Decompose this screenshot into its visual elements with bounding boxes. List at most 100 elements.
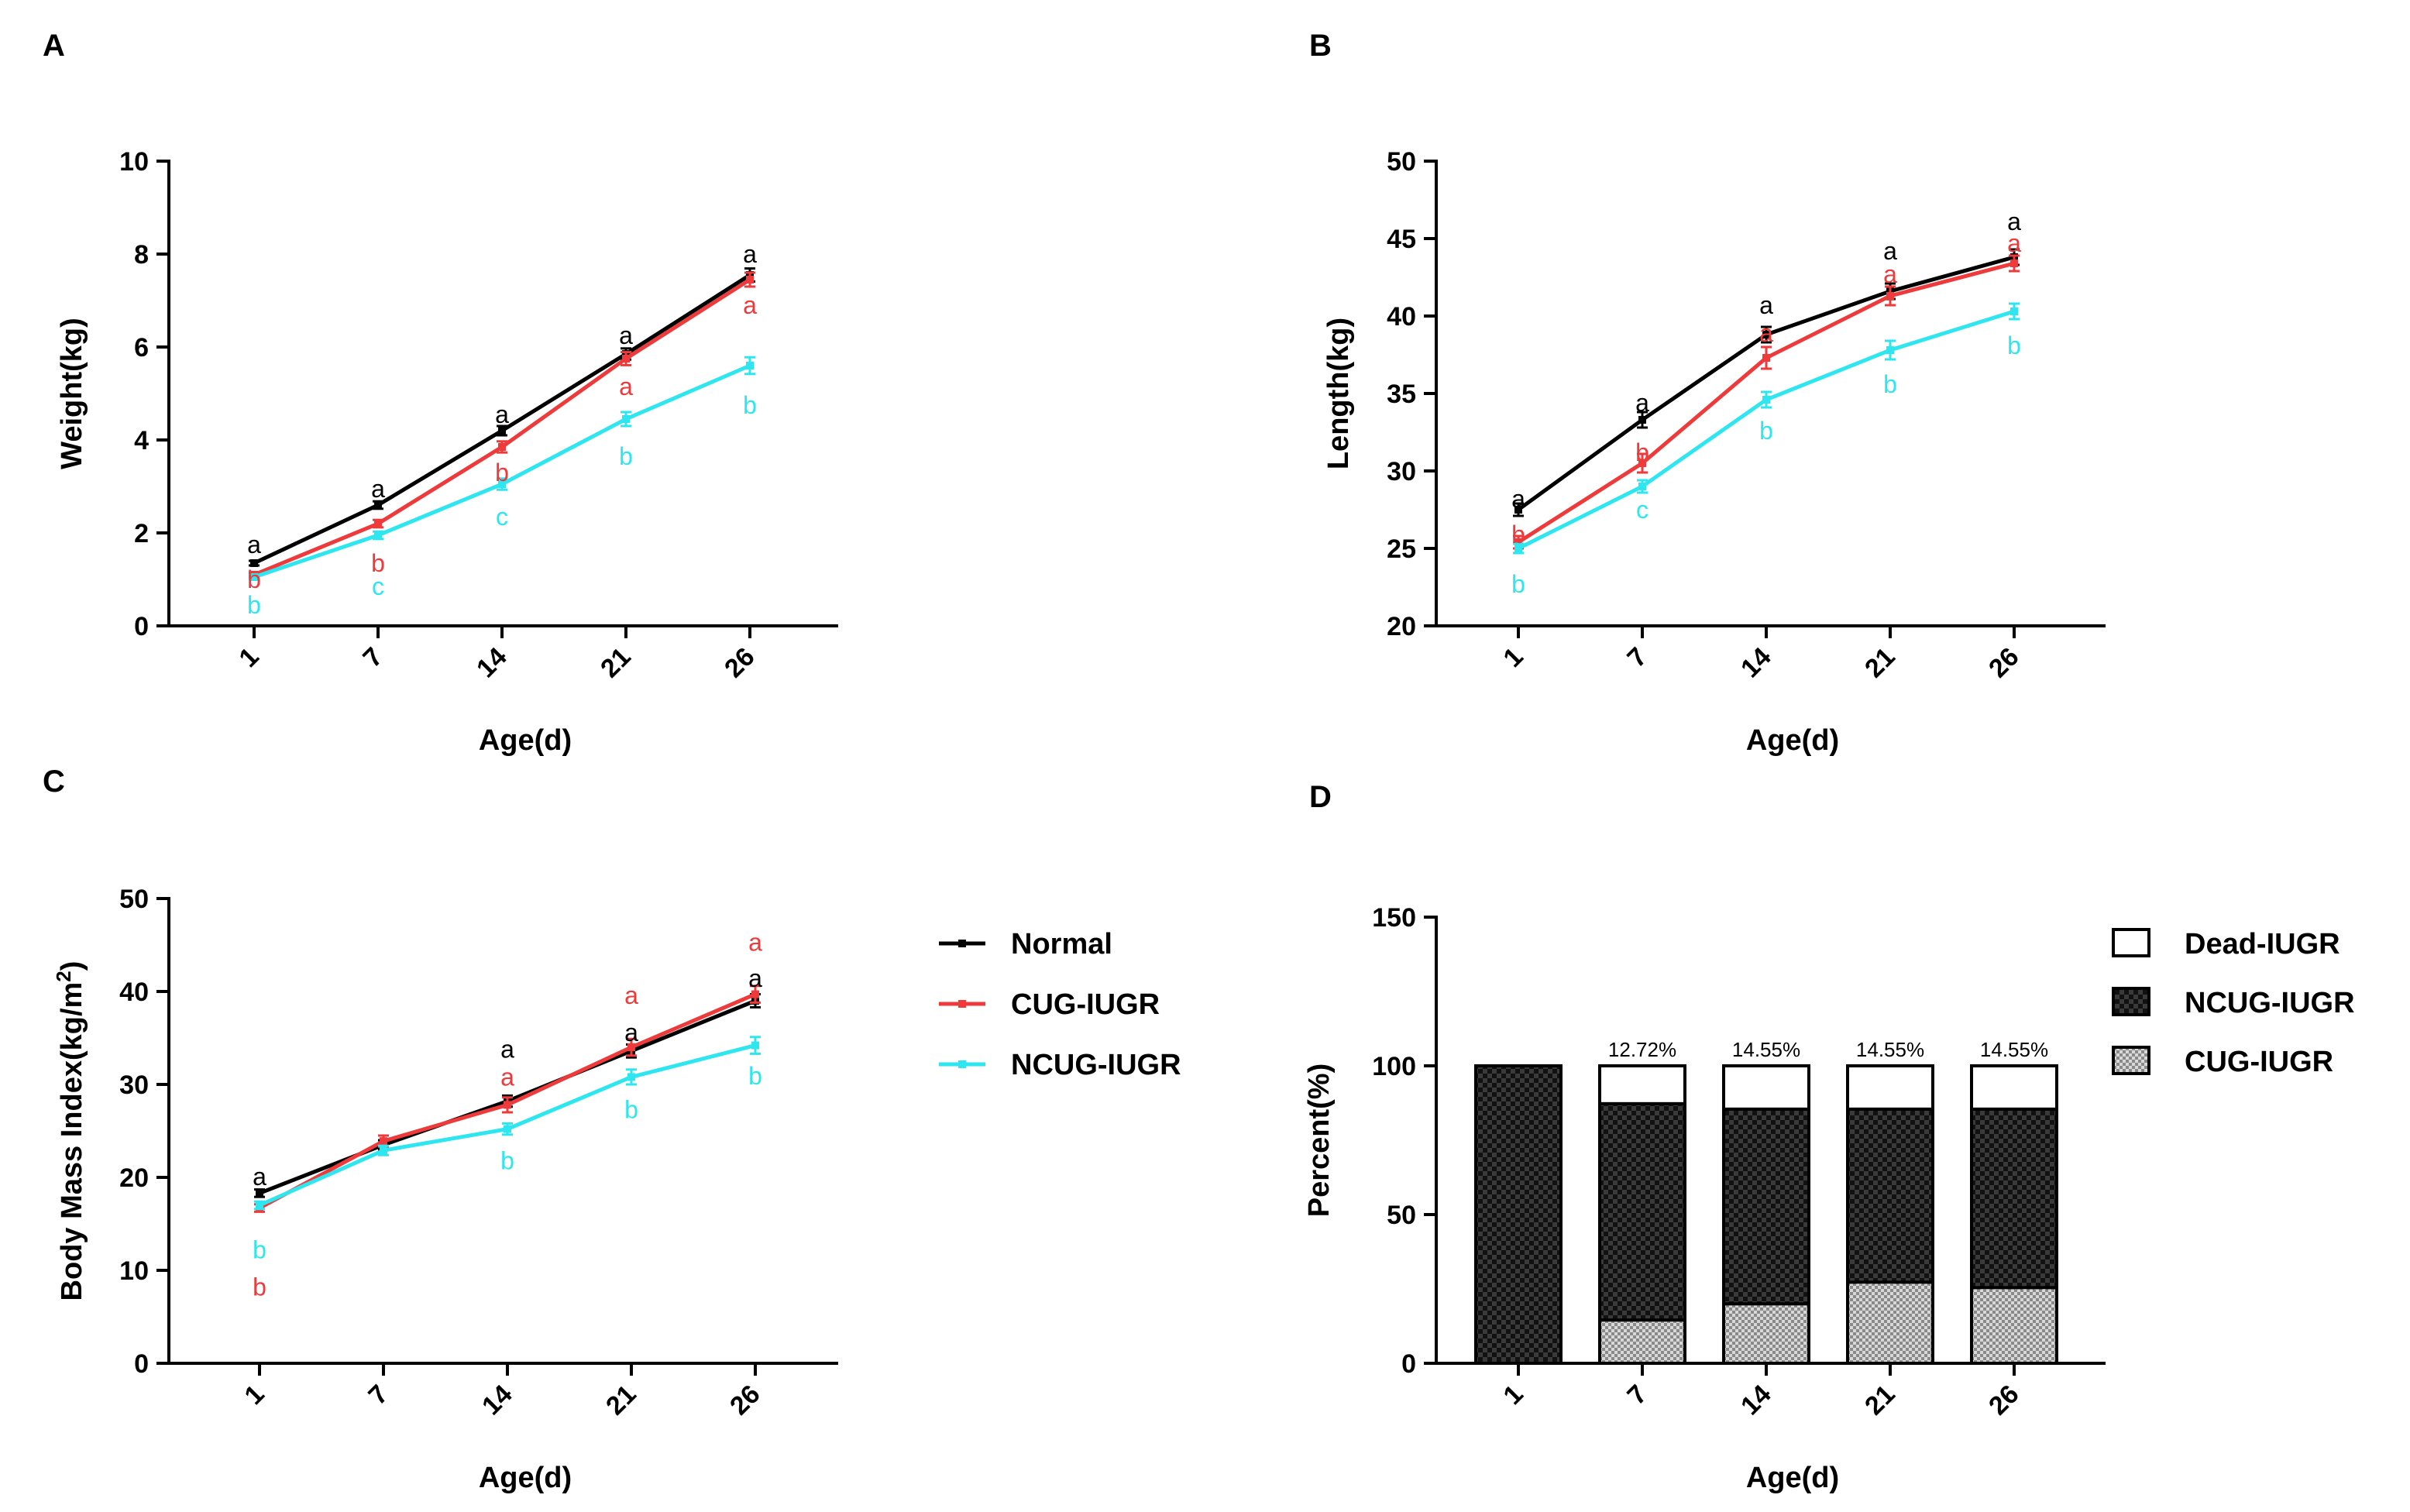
x-tick-label: 7 (357, 642, 388, 673)
data-point-ncug-iugr (504, 1125, 511, 1133)
x-tick-label: 21 (1859, 1380, 1901, 1421)
data-point-ncug-iugr (2010, 308, 2018, 315)
bar-segment-dead-iugr (1598, 1064, 1686, 1105)
legend-label-ncug-iugr: NCUG-IUGR (1011, 1049, 1181, 1081)
y-tick-label: 150 (1372, 903, 1416, 933)
data-point-cug-iugr (1514, 538, 1522, 546)
data-point-normal (1638, 416, 1646, 424)
panel-letter-a: A (43, 29, 65, 63)
data-point-normal (1762, 331, 1770, 338)
data-point-normal (1514, 506, 1522, 514)
significance-letter-cug-iugr: a (2007, 229, 2021, 257)
panel-d-percent-chart: 05010015017142126Age(d)Percent(%)14.54%1… (1303, 903, 2106, 1494)
significance-letter-cug-iugr: b (495, 459, 509, 486)
significance-letter-cug-iugr: b (1511, 521, 1525, 548)
significance-letter-ncug-iugr: c (372, 572, 384, 600)
x-tick-label: 14 (1735, 1380, 1777, 1421)
significance-letter-ncug-iugr: b (1883, 370, 1897, 398)
y-tick-label: 30 (1387, 457, 1416, 486)
data-point-cug-iugr (374, 520, 382, 527)
data-point-cug-iugr (2010, 259, 2018, 267)
data-point-cug-iugr (1886, 292, 1894, 300)
significance-letter-normal: a (247, 531, 261, 558)
bar-segment-ncug-iugr (1846, 1107, 1934, 1284)
data-point-ncug-iugr (751, 1041, 759, 1050)
y-tick-label: 4 (134, 426, 149, 455)
data-point-ncug-iugr (746, 362, 754, 369)
significance-letter-cug-iugr: a (619, 373, 633, 400)
significance-letter-normal: a (495, 400, 509, 428)
significance-letter-normal: a (253, 1163, 266, 1191)
legend-lines: Normal CUG-IUGR NCUG-IUGR (939, 928, 1181, 1081)
significance-letter-normal: a (748, 964, 762, 992)
y-tick-label: 50 (119, 885, 149, 914)
significance-letter-ncug-iugr: c (496, 503, 508, 531)
x-tick-label: 14 (471, 642, 513, 684)
data-point-normal (250, 559, 258, 567)
significance-letter-cug-iugr: b (247, 565, 261, 593)
bar-segment-ncug-iugr (1722, 1107, 1810, 1306)
bar-segment-dead-iugr (1722, 1064, 1810, 1111)
legend-label-ncug-iugr: NCUG-IUGR (2185, 987, 2355, 1019)
x-tick-label: 1 (239, 1380, 270, 1411)
x-tick-label: 21 (1859, 642, 1901, 684)
significance-letter-normal: a (1759, 291, 1773, 319)
data-point-ncug-iugr (256, 1201, 263, 1209)
significance-letter-cug-iugr: a (743, 291, 757, 319)
bar-segment-ncug-iugr (1474, 1064, 1563, 1365)
y-tick-label: 8 (134, 240, 149, 270)
significance-letter-ncug-iugr: b (619, 442, 633, 470)
significance-letter-ncug-iugr: b (253, 1236, 266, 1264)
x-tick-label: 14 (1735, 642, 1777, 684)
data-point-ncug-iugr (1514, 545, 1522, 552)
significance-letter-normal: a (1635, 389, 1649, 417)
legend-swatch-cug-iugr (2112, 1046, 2150, 1075)
data-point-cug-iugr (498, 443, 506, 451)
y-tick-label: 40 (119, 978, 149, 1007)
significance-letter-cug-iugr: a (500, 1063, 514, 1091)
x-axis-label: Age(d) (479, 1462, 572, 1494)
y-tick-label: 6 (134, 333, 149, 363)
y-tick-label: 45 (1387, 225, 1416, 254)
y-tick-label: 10 (119, 1256, 149, 1286)
significance-letter-ncug-iugr: c (1636, 496, 1648, 524)
significance-letter-cug-iugr: b (371, 549, 385, 577)
legend-marker-ncug-iugr (958, 1060, 966, 1068)
data-point-ncug-iugr (1886, 346, 1894, 354)
y-axis-label: Percent(%) (1303, 1064, 1336, 1218)
panel-letter-c: C (43, 765, 65, 799)
panel-letter-b: B (1309, 29, 1332, 63)
significance-letter-normal: a (500, 1035, 514, 1063)
data-point-normal (256, 1189, 263, 1198)
data-point-ncug-iugr (380, 1146, 387, 1155)
y-tick-label: 35 (1387, 380, 1416, 409)
x-tick-label: 1 (233, 642, 264, 673)
significance-letter-ncug-iugr: b (500, 1146, 514, 1174)
significance-letter-cug-iugr: a (1759, 319, 1773, 347)
data-point-ncug-iugr (374, 531, 382, 539)
data-point-cug-iugr (746, 276, 754, 284)
significance-letter-normal: a (624, 1019, 638, 1046)
x-tick-label: 26 (1983, 642, 2025, 684)
bar-segment-cug-iugr (1598, 1318, 1686, 1365)
y-tick-label: 0 (134, 612, 149, 641)
data-point-cug-iugr (1638, 459, 1646, 467)
y-tick-label: 0 (1401, 1349, 1416, 1379)
data-point-cug-iugr (1762, 354, 1770, 362)
legend-label-cug-iugr: CUG-IUGR (1011, 988, 1160, 1021)
x-tick-label: 21 (600, 1380, 642, 1421)
significance-letter-cug-iugr: a (748, 928, 762, 956)
significance-letter-normal: a (1511, 485, 1525, 513)
y-tick-label: 25 (1387, 534, 1416, 564)
data-point-ncug-iugr (1762, 396, 1770, 404)
bar-value-label-dead-iugr: 14.55% (1856, 1038, 1924, 1061)
data-point-cug-iugr (380, 1137, 387, 1146)
y-tick-label: 50 (1387, 1201, 1416, 1230)
y-tick-label: 20 (119, 1163, 149, 1193)
legend-label-cug-iugr: CUG-IUGR (2185, 1046, 2333, 1078)
bar-segment-cug-iugr (1722, 1302, 1810, 1365)
data-point-cug-iugr (622, 355, 630, 363)
y-tick-label: 40 (1387, 302, 1416, 332)
panel-letter-d: D (1309, 780, 1332, 814)
